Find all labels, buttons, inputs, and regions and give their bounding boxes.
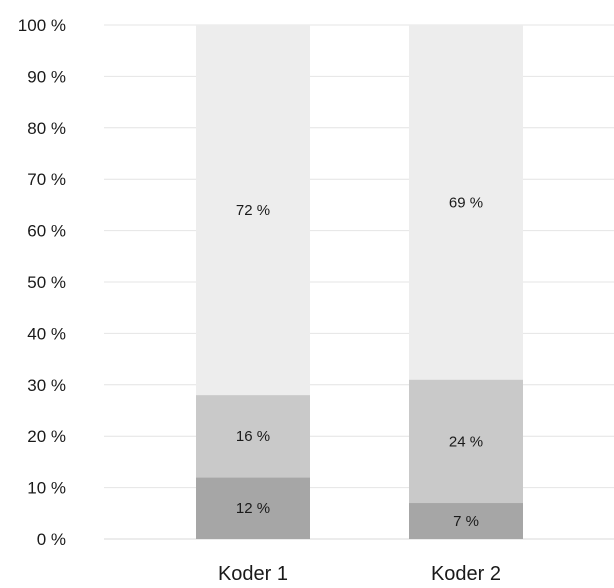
y-tick-label: 80 % <box>27 119 66 138</box>
gridlines <box>104 24 614 540</box>
data-label: 69 % <box>449 194 483 211</box>
y-tick-label: 70 % <box>27 170 66 189</box>
y-tick-label: 10 % <box>27 479 66 498</box>
category-label: Koder 1 <box>218 563 288 585</box>
category-label: Koder 2 <box>431 563 501 585</box>
bar-segment <box>196 395 310 478</box>
y-tick-label: 90 % <box>27 67 66 86</box>
data-labels: 12 % 16 % 72 % 7 % 24 % 69 % <box>236 194 483 530</box>
bar-segment <box>409 379 523 504</box>
y-tick-label: 60 % <box>27 222 66 241</box>
y-tick-label: 30 % <box>27 376 66 395</box>
x-axis-category-labels: Koder 1 Koder 2 <box>218 563 501 585</box>
bar-segment <box>409 503 523 539</box>
data-label: 16 % <box>236 428 270 445</box>
data-label: 24 % <box>449 433 483 450</box>
bar-segment <box>196 477 310 539</box>
data-label: 7 % <box>453 513 479 530</box>
y-tick-label: 50 % <box>27 273 66 292</box>
bar-segment <box>196 25 310 396</box>
y-tick-label: 100 % <box>18 16 66 35</box>
data-label: 72 % <box>236 202 270 219</box>
y-tick-label: 0 % <box>37 530 66 549</box>
y-tick-label: 20 % <box>27 427 66 446</box>
y-axis-tick-labels: 0 % 10 % 20 % 30 % 40 % 50 % 60 % 70 % 80 % 90 % 1… <box>18 16 66 549</box>
bar-segment <box>409 25 523 380</box>
data-label: 12 % <box>236 500 270 517</box>
y-tick-label: 40 % <box>27 324 66 343</box>
bars <box>196 25 523 539</box>
